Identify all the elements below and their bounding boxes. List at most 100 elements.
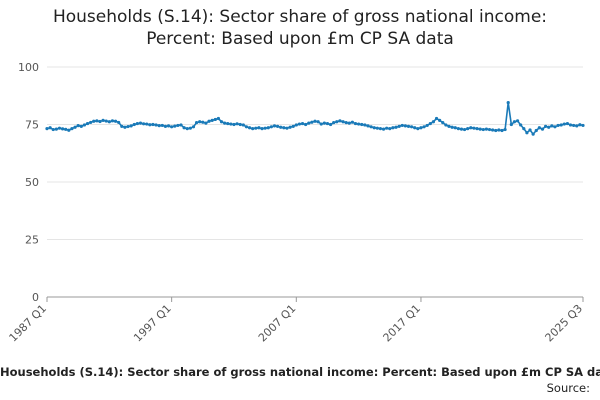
data-point bbox=[288, 125, 292, 129]
data-point bbox=[257, 126, 261, 130]
data-point bbox=[319, 122, 323, 126]
data-point bbox=[397, 124, 401, 128]
data-point bbox=[70, 127, 74, 131]
data-point bbox=[201, 120, 205, 124]
data-point bbox=[335, 120, 339, 124]
data-point bbox=[310, 120, 314, 124]
data-point bbox=[369, 125, 373, 129]
source-label: Source: bbox=[546, 381, 590, 395]
data-point bbox=[89, 120, 93, 125]
data-point bbox=[194, 121, 199, 125]
y-axis-tick-labels: 0 25 50 75 100 bbox=[18, 61, 39, 304]
data-point bbox=[247, 126, 252, 130]
x-tick-label: 2025 Q3 bbox=[543, 302, 586, 345]
data-point bbox=[512, 120, 517, 124]
data-point bbox=[391, 126, 395, 130]
data-point bbox=[235, 122, 239, 126]
data-point bbox=[123, 125, 127, 129]
data-point bbox=[216, 116, 220, 121]
data-point bbox=[475, 127, 479, 131]
data-point bbox=[456, 127, 460, 131]
data-point bbox=[575, 124, 579, 128]
data-point bbox=[506, 101, 510, 105]
data-point bbox=[353, 121, 358, 126]
data-point bbox=[163, 124, 168, 128]
data-point bbox=[291, 124, 295, 128]
data-point bbox=[188, 126, 192, 130]
data-point bbox=[82, 123, 86, 127]
data-point bbox=[132, 122, 136, 127]
data-point bbox=[223, 121, 227, 125]
x-tick-label: 2007 Q1 bbox=[256, 302, 299, 345]
data-point bbox=[385, 126, 389, 130]
data-point bbox=[388, 127, 392, 131]
data-point bbox=[568, 123, 573, 127]
data-point bbox=[98, 119, 102, 124]
data-point bbox=[328, 122, 333, 127]
data-point bbox=[85, 121, 90, 126]
data-point bbox=[565, 121, 570, 126]
data-point bbox=[92, 119, 96, 123]
data-point bbox=[332, 121, 336, 125]
data-point bbox=[191, 125, 196, 129]
data-point bbox=[572, 123, 576, 128]
data-point bbox=[341, 120, 345, 124]
data-point bbox=[254, 126, 258, 130]
data-point bbox=[478, 127, 482, 131]
data-point bbox=[182, 126, 186, 130]
data-point bbox=[260, 127, 264, 131]
data-point bbox=[403, 124, 407, 128]
data-point bbox=[581, 123, 585, 128]
data-point bbox=[357, 122, 361, 126]
data-point bbox=[207, 119, 211, 123]
data-point bbox=[453, 126, 457, 130]
data-point bbox=[487, 127, 492, 132]
data-point bbox=[378, 127, 383, 131]
data-point bbox=[450, 125, 454, 129]
data-point bbox=[213, 117, 217, 122]
data-point bbox=[406, 124, 411, 128]
data-point bbox=[459, 127, 464, 131]
data-point bbox=[300, 121, 305, 126]
data-point bbox=[372, 126, 376, 130]
data-point bbox=[48, 126, 52, 130]
data-point bbox=[76, 124, 80, 128]
data-point bbox=[537, 126, 541, 130]
data-point bbox=[413, 126, 417, 130]
data-point bbox=[540, 127, 545, 131]
data-point bbox=[176, 123, 180, 128]
data-point bbox=[338, 119, 342, 123]
data-point bbox=[276, 124, 280, 128]
data-point bbox=[381, 127, 386, 131]
data-point bbox=[550, 124, 554, 128]
y-tick-label: 50 bbox=[25, 176, 39, 189]
data-point bbox=[148, 123, 152, 127]
data-point bbox=[491, 128, 495, 132]
data-point bbox=[497, 128, 501, 132]
data-point bbox=[198, 120, 202, 124]
data-point bbox=[431, 120, 436, 124]
footer-chart-title: Households (S.14): Sector share of gross… bbox=[0, 365, 600, 379]
data-point bbox=[578, 123, 582, 127]
data-point bbox=[466, 127, 470, 131]
data-point bbox=[375, 126, 379, 130]
data-point bbox=[157, 124, 161, 128]
data-point bbox=[515, 119, 520, 123]
data-point bbox=[350, 120, 354, 124]
data-point bbox=[151, 122, 155, 127]
data-point bbox=[509, 122, 513, 127]
data-point bbox=[204, 121, 208, 125]
data-point bbox=[534, 128, 538, 133]
data-point bbox=[360, 122, 364, 127]
data-point bbox=[45, 127, 49, 131]
data-point bbox=[129, 124, 133, 128]
data-point bbox=[410, 125, 414, 129]
data-point bbox=[525, 131, 529, 135]
data-point bbox=[419, 126, 423, 130]
data-point bbox=[64, 127, 68, 131]
data-point bbox=[294, 123, 298, 127]
data-point bbox=[60, 127, 65, 131]
data-point bbox=[185, 127, 189, 131]
data-point bbox=[500, 128, 504, 133]
